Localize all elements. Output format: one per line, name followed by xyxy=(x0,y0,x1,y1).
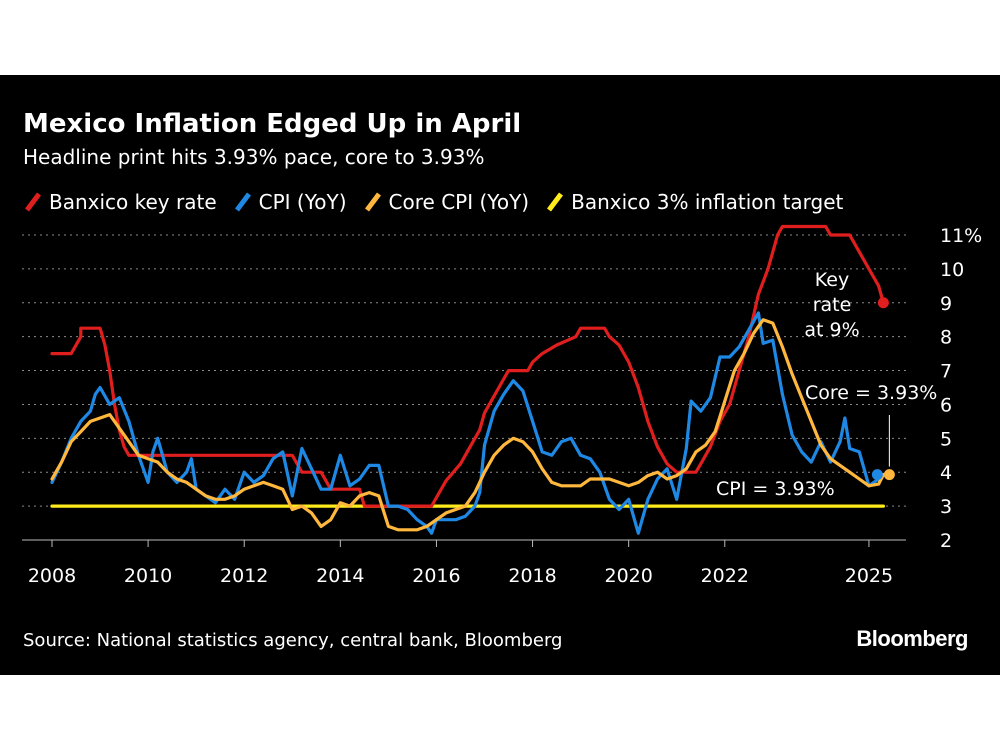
y-tick-label: 2 xyxy=(940,530,952,552)
legend-swatch-core-cpi xyxy=(364,192,381,212)
chart-subtitle: Headline print hits 3.93% pace, core to … xyxy=(23,145,485,169)
bloomberg-logo: Bloomberg xyxy=(856,626,968,651)
legend-item-target: Banxico 3% inflation target xyxy=(545,190,843,214)
legend-item-cpi: CPI (YoY) xyxy=(233,190,347,214)
legend-label-core-cpi: Core CPI (YoY) xyxy=(388,190,530,214)
end-marker-core-cpi-yoy xyxy=(883,469,895,481)
x-tick-label: 2022 xyxy=(701,565,749,587)
chart-title: Mexico Inflation Edged Up in April xyxy=(23,109,522,139)
x-tick-label: 2020 xyxy=(604,565,652,587)
legend-item-core-cpi: Core CPI (YoY) xyxy=(363,190,530,214)
y-axis: 2 3 4 5 6 7 8 9 10 11% xyxy=(940,225,982,552)
x-axis: 2008 2010 2012 2014 2016 2018 2020 2022 2025 xyxy=(22,539,906,587)
series-line-cpi-yoy xyxy=(50,311,886,535)
legend-item-key-rate: Banxico key rate xyxy=(23,190,217,214)
legend-label-key-rate: Banxico key rate xyxy=(49,190,217,214)
legend: Banxico key rate CPI (YoY) Core CPI (YoY… xyxy=(23,189,859,215)
annotation-key-rate-line2: rate xyxy=(813,294,852,316)
y-tick-label: 8 xyxy=(940,327,952,349)
y-tick-label: 6 xyxy=(940,394,952,416)
x-tick-label: 2014 xyxy=(316,565,364,587)
end-marker-cpi-yoy xyxy=(871,469,883,481)
x-tick-label: 2025 xyxy=(845,565,893,587)
legend-swatch-key-rate xyxy=(25,192,41,212)
y-tick-label: 10 xyxy=(940,259,964,281)
x-tick-label: 2010 xyxy=(124,565,172,587)
y-tick-label: 4 xyxy=(940,462,952,484)
legend-swatch-target xyxy=(547,192,564,212)
annotations: Key rate at 9% Core = 3.93% CPI = 3.93% xyxy=(716,269,937,500)
y-tick-label: 9 xyxy=(940,293,952,315)
x-tick-label: 2012 xyxy=(220,565,268,587)
series-lines xyxy=(50,224,895,535)
y-tick-label: 3 xyxy=(940,496,952,518)
line-chart: 2008 2010 2012 2014 2016 2018 2020 2022 2025 2 3 4… xyxy=(22,224,982,587)
y-tick-label: 7 xyxy=(940,361,952,383)
series-line-banxico-key-rate xyxy=(50,224,886,508)
x-tick-label: 2008 xyxy=(28,565,76,587)
legend-label-cpi: CPI (YoY) xyxy=(258,190,347,214)
chart-card: Mexico Inflation Edged Up in April Headl… xyxy=(0,75,1000,675)
annotation-cpi: CPI = 3.93% xyxy=(716,478,835,500)
legend-label-target: Banxico 3% inflation target xyxy=(571,190,844,214)
source-note: Source: National statistics agency, cent… xyxy=(23,630,563,651)
end-marker-banxico-key-rate xyxy=(877,297,889,309)
x-tick-label: 2018 xyxy=(508,565,556,587)
y-tick-label: 11% xyxy=(940,225,982,247)
annotation-core: Core = 3.93% xyxy=(805,382,937,404)
annotation-key-rate-line1: Key xyxy=(815,269,849,291)
legend-swatch-cpi xyxy=(234,192,251,212)
annotation-key-rate-line3: at 9% xyxy=(804,319,859,341)
y-tick-label: 5 xyxy=(940,428,952,450)
series-line-core-cpi-yoy xyxy=(50,318,886,532)
x-tick-label: 2016 xyxy=(412,565,460,587)
